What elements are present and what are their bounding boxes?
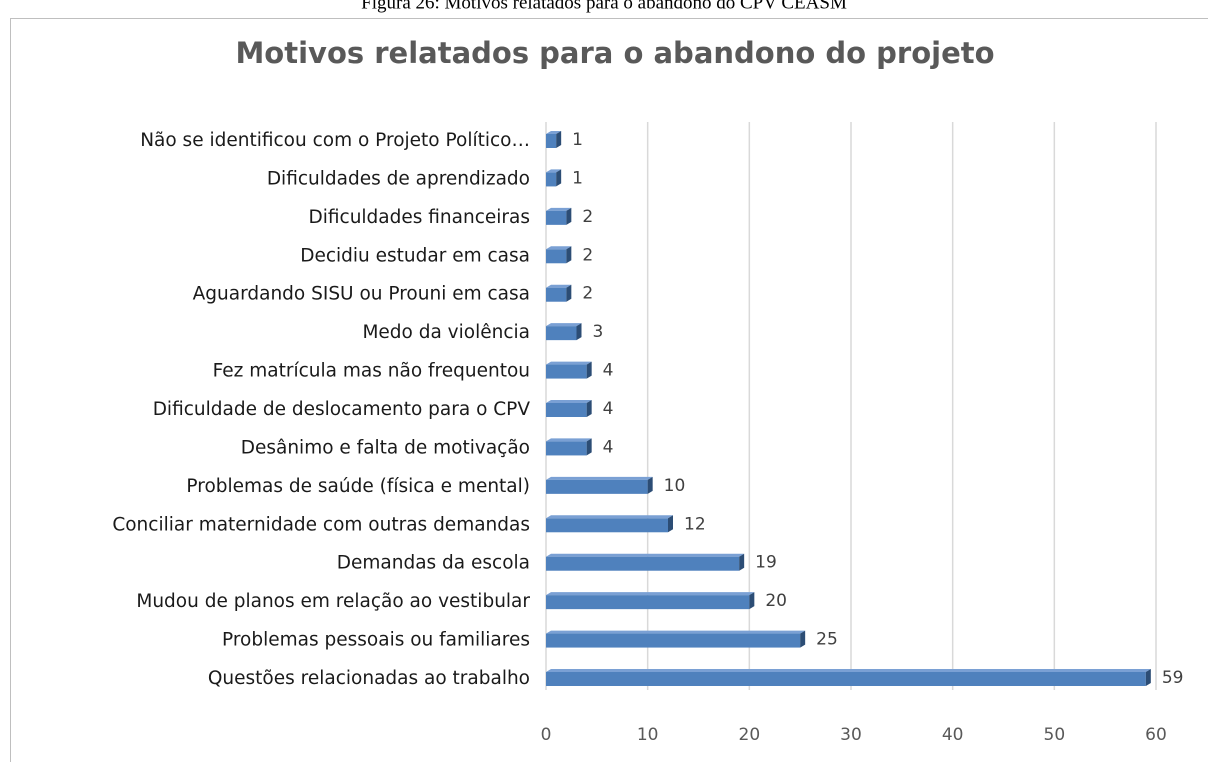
bar-side (556, 169, 562, 187)
y-tick-label: Desânimo e falta de motivação (241, 437, 530, 458)
bar-side (800, 630, 806, 648)
bar (546, 364, 587, 379)
bar-top (546, 515, 673, 519)
value-label: 59 (1162, 668, 1184, 688)
bar (546, 249, 567, 264)
bar-top (546, 131, 562, 134)
y-tick-label: Questões relacionadas ao trabalho (208, 668, 530, 689)
value-label: 3 (593, 322, 604, 342)
y-tick-label: Problemas de saúde (física e mental) (186, 476, 530, 497)
figure-caption: Figura 26: Motivos relatados para o aban… (361, 0, 847, 13)
y-tick-label: Conciliar maternidade com outras demanda… (112, 514, 530, 535)
y-tick-label: Demandas da escola (337, 553, 530, 574)
y-tick-label: Mudou de planos em relação ao vestibular (136, 591, 530, 612)
value-label: 2 (582, 245, 593, 265)
bar (546, 595, 750, 610)
bar-top (546, 630, 806, 634)
bar-top (546, 169, 562, 173)
value-label: 12 (684, 514, 706, 534)
chart-border (10, 18, 1208, 762)
bar (546, 479, 648, 494)
y-tick-label: Problemas pessoais ou familiares (222, 630, 530, 651)
bar-top (546, 207, 572, 211)
bar-top (546, 246, 572, 250)
bar (546, 518, 668, 533)
value-label: 25 (816, 630, 838, 650)
bar-top (546, 400, 592, 403)
bar-side (1145, 669, 1151, 686)
bar (546, 287, 567, 302)
bar-top (546, 476, 653, 480)
y-tick-label: Decidiu estudar em casa (300, 245, 530, 266)
bar-side (586, 400, 592, 417)
bar-side (739, 553, 745, 571)
bar (546, 556, 740, 571)
bar-top (546, 361, 592, 365)
bar-side (668, 515, 673, 533)
bar (546, 210, 567, 225)
bar-top (546, 592, 755, 596)
chart-title: Motivos relatados para o abandono do pro… (235, 36, 994, 70)
value-label: 1 (572, 168, 583, 188)
bar-top (546, 438, 592, 442)
y-tick-label: Aguardando SISU ou Prouni em casa (193, 284, 530, 305)
bar-top (546, 323, 582, 327)
x-tick-label: 30 (840, 725, 862, 745)
value-label: 4 (603, 361, 614, 381)
bar-side (647, 476, 653, 494)
y-tick-label: Dificuldade de deslocamento para o CPV (153, 399, 531, 420)
bar-side (749, 592, 755, 610)
bar (546, 172, 557, 187)
y-tick-label: Dificuldades financeiras (308, 207, 530, 228)
value-label: 20 (765, 591, 787, 611)
x-tick-label: 40 (942, 725, 964, 745)
value-label: 2 (582, 207, 593, 227)
bar (546, 403, 587, 417)
y-tick-label: Dificuldades de aprendizado (267, 168, 530, 189)
bar-side (576, 323, 582, 341)
x-tick-label: 20 (739, 725, 761, 745)
bar (546, 326, 577, 341)
bar (546, 134, 557, 148)
x-tick-label: 50 (1044, 725, 1066, 745)
value-label: 1 (572, 130, 583, 150)
bar-side (586, 361, 592, 379)
bar (546, 672, 1146, 686)
value-label: 4 (603, 399, 614, 419)
bar-side (566, 246, 572, 264)
value-label: 10 (664, 476, 686, 496)
bar-side (586, 438, 592, 456)
value-label: 19 (755, 553, 777, 573)
y-tick-label: Fez matrícula mas não frequentou (213, 361, 530, 382)
bar-top (546, 284, 572, 288)
bar (546, 441, 587, 456)
y-tick-label: Não se identificou com o Projeto Polític… (140, 130, 530, 151)
x-tick-label: 10 (637, 725, 659, 745)
bar-side (556, 131, 562, 148)
bar-side (566, 284, 572, 302)
x-tick-label: 60 (1145, 725, 1167, 745)
y-tick-label: Medo da violência (362, 322, 530, 343)
x-tick-label: 0 (541, 725, 552, 745)
bar-top (546, 669, 1151, 672)
bar-side (566, 207, 572, 225)
bar (546, 633, 801, 648)
bar-top (546, 553, 745, 557)
value-label: 2 (582, 284, 593, 304)
value-label: 4 (603, 437, 614, 457)
